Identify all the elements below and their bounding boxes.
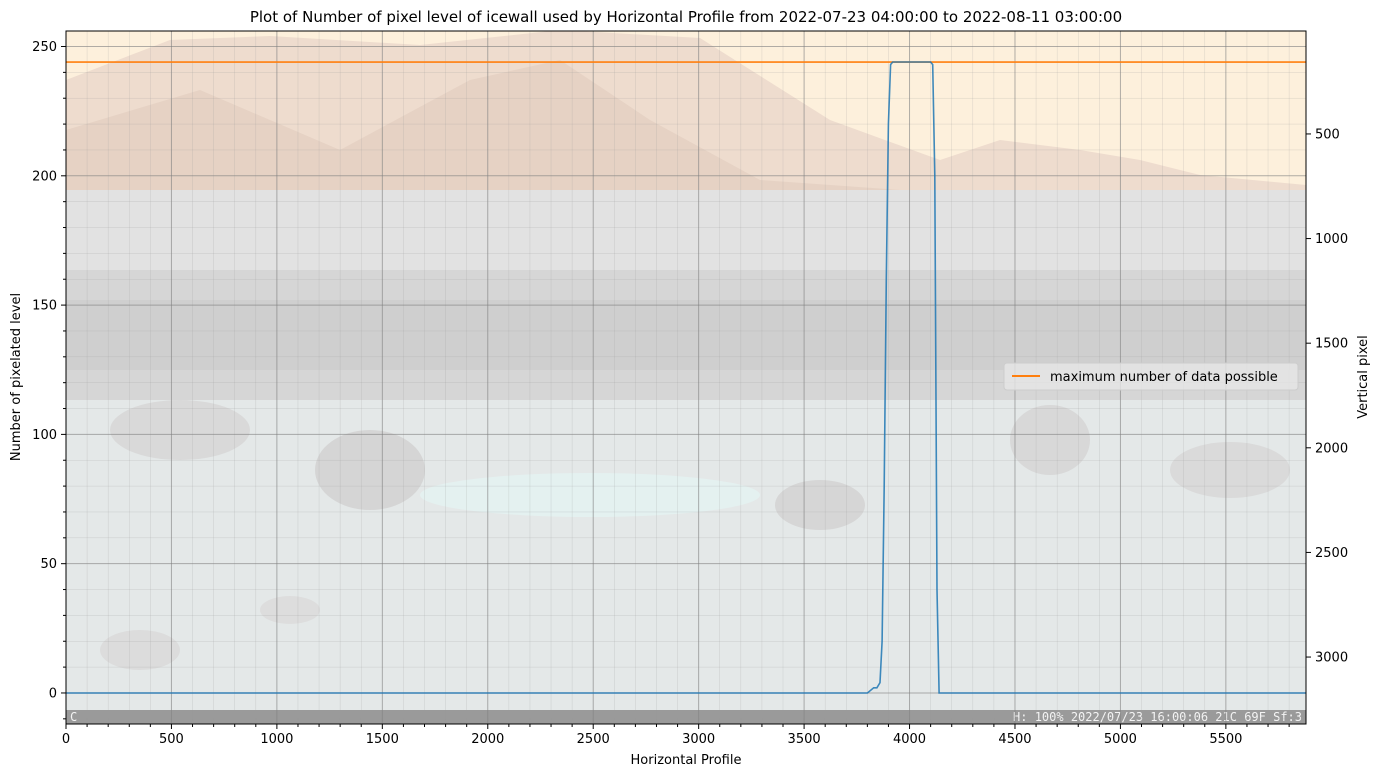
y-tick-label: 100 <box>32 428 57 443</box>
series-lines <box>66 61 1306 694</box>
x-tick-label: 1500 <box>366 732 399 747</box>
x-tick-label: 4500 <box>998 732 1031 747</box>
x-tick-label: 5500 <box>1209 732 1242 747</box>
x-tick-label: 3000 <box>682 732 715 747</box>
y-tick-label: 200 <box>32 169 57 184</box>
camera-info-strip <box>66 710 1306 724</box>
y-axis-label: Number of pixelated level <box>9 293 24 461</box>
series-line <box>66 61 1306 694</box>
legend-box <box>1003 362 1299 391</box>
x-tick-label: 2500 <box>577 732 610 747</box>
meltwater-pond <box>420 473 760 517</box>
y-tick-label: 0 <box>49 686 57 701</box>
y-tick-label: 150 <box>32 299 57 314</box>
legend-entry-label: maximum number of data possible <box>1050 370 1278 385</box>
overlay-right-text: H: 100% 2022/07/23 16:00:06 21C 69F Sf:3 <box>1013 710 1302 724</box>
background-photo: C H: 100% 2022/07/23 16:00:06 21C 69F Sf… <box>66 31 1306 724</box>
x-tick-label: 2000 <box>471 732 504 747</box>
boulder <box>315 430 425 510</box>
boulder <box>260 596 320 624</box>
x-tick-label: 5000 <box>1104 732 1137 747</box>
y2-axis: 500 1000 1500 2000 2500 3000 <box>1306 127 1348 666</box>
y2-tick-label: 1000 <box>1315 232 1348 247</box>
y2-tick-label: 3000 <box>1315 651 1348 666</box>
overlay-left-text: C <box>70 710 77 724</box>
x-axis: 0 500 1000 1500 2000 2500 3000 3500 4000 4500 5000… <box>62 724 1290 747</box>
x-tick-label: 0 <box>62 732 70 747</box>
boulder <box>1010 405 1090 475</box>
major-grid <box>66 31 1306 724</box>
ice-wall-shadow <box>66 300 1306 370</box>
y2-axis-label: Vertical pixel <box>1356 335 1371 419</box>
boulder <box>775 480 865 530</box>
mountain-ridge <box>66 60 1306 230</box>
y-tick-label: 50 <box>40 557 57 572</box>
boulder <box>1170 442 1290 498</box>
y-axis: 0 50 100 150 200 250 <box>32 40 66 720</box>
y2-tick-label: 1500 <box>1315 337 1348 352</box>
y2-tick-label: 2500 <box>1315 546 1348 561</box>
legend: maximum number of data possible <box>1003 362 1299 391</box>
x-axis-label: Horizontal Profile <box>631 753 742 768</box>
boulder <box>110 400 250 460</box>
x-tick-label: 4000 <box>893 732 926 747</box>
rock-field <box>66 400 1306 724</box>
y2-tick-label: 2000 <box>1315 441 1348 456</box>
plot-frame <box>65 30 1307 725</box>
boulder <box>100 630 180 670</box>
y2-tick-label: 500 <box>1315 127 1340 142</box>
chart-title: Plot of Number of pixel level of icewall… <box>250 8 1122 26</box>
x-tick-label: 3500 <box>788 732 821 747</box>
y-tick-label: 250 <box>32 40 57 55</box>
x-tick-label: 1000 <box>260 732 293 747</box>
x-tick-label: 500 <box>159 732 184 747</box>
